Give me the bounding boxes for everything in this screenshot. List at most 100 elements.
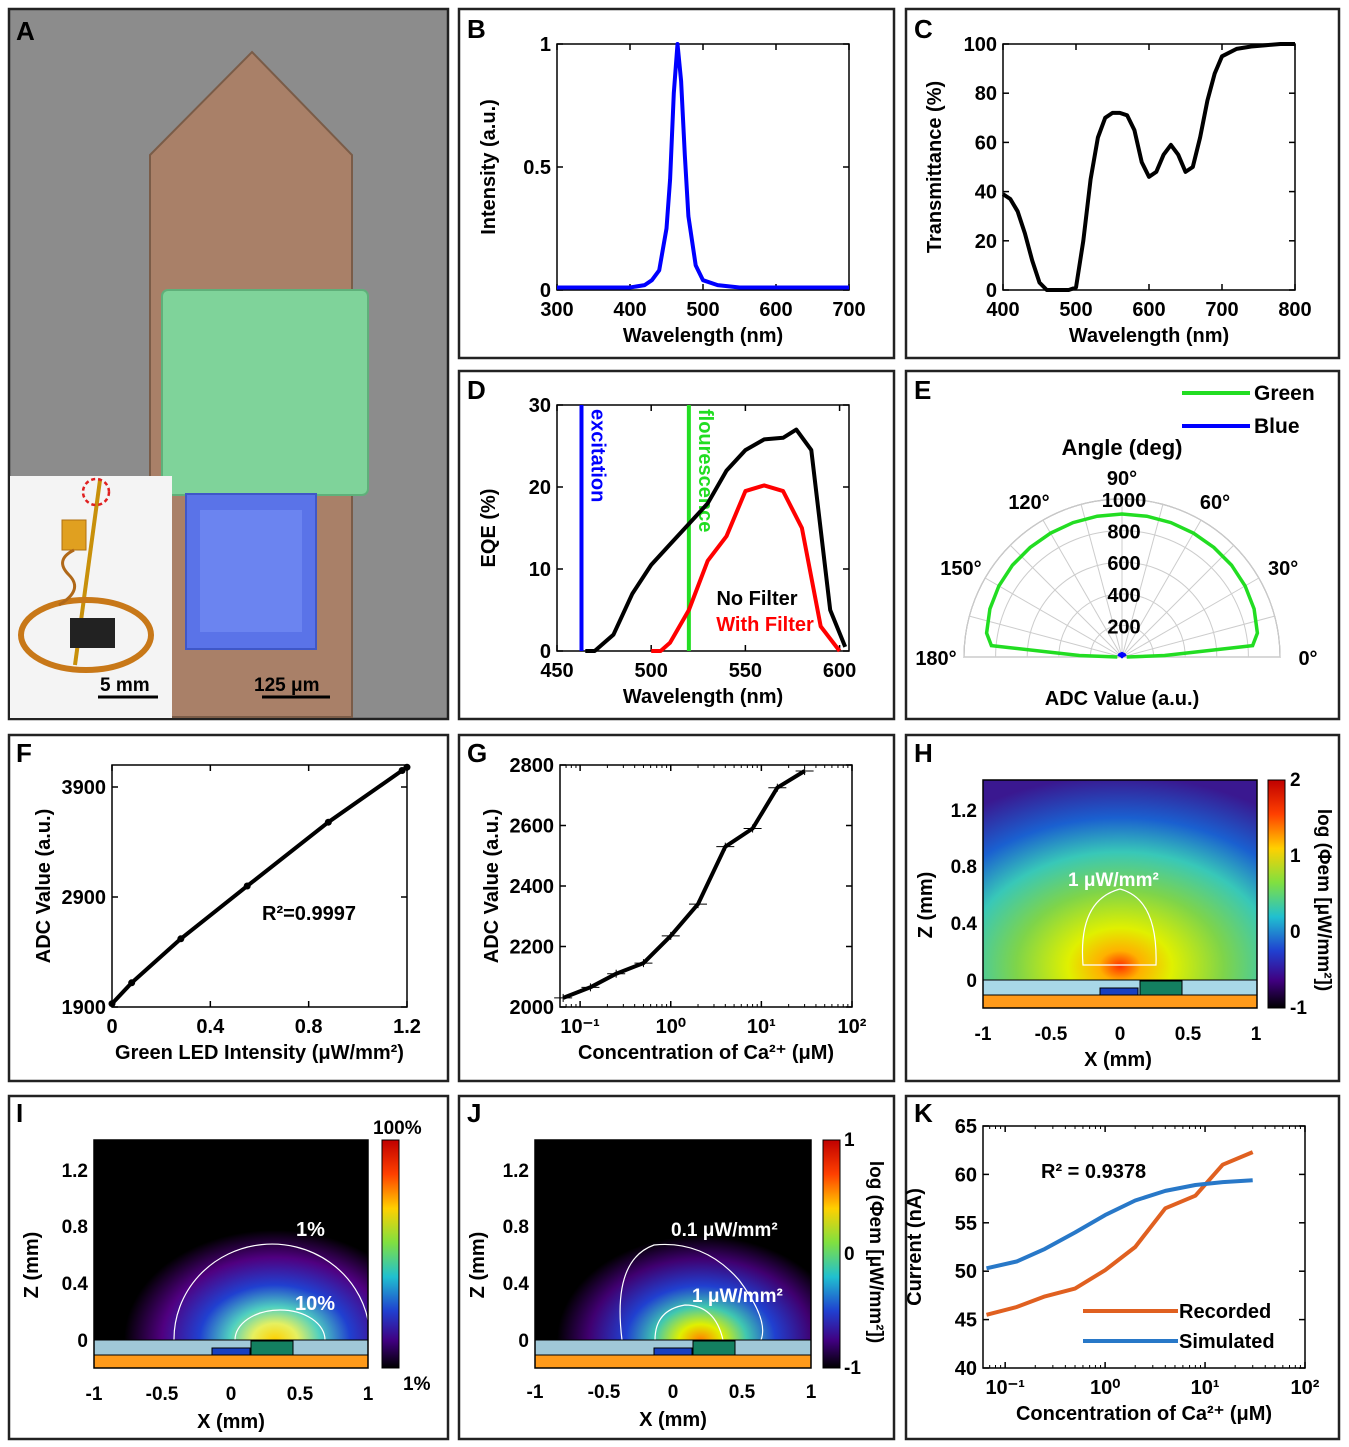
h-xtick: -0.5 (1035, 1024, 1068, 1045)
x-tick-label: 500 (635, 660, 668, 682)
inset-chip (70, 618, 115, 648)
j-substrate-layer (534, 1354, 812, 1369)
h-cbar-tick: 0 (1290, 922, 1301, 943)
radial-tick-label: 400 (1107, 585, 1140, 607)
i-xtick: 0 (226, 1384, 237, 1405)
data-point (128, 979, 136, 987)
radial-tick-label: 600 (1107, 553, 1140, 575)
panel-label: C (914, 14, 933, 44)
y-tick-label: 40 (975, 182, 997, 204)
panel-label: D (467, 375, 486, 405)
panel-i-label: I (16, 1098, 23, 1128)
legend-label: Simulated (1179, 1331, 1275, 1353)
j-xtick: 0.5 (729, 1382, 756, 1403)
x-tick-label: 0.4 (196, 1016, 225, 1038)
polar-grid-spoke (1009, 544, 1123, 658)
j-xtick: -0.5 (588, 1382, 621, 1403)
x-tick-label: 500 (1059, 299, 1092, 321)
x-tick-label: 10¹ (747, 1016, 776, 1038)
panel-label: B (467, 14, 486, 44)
inset-scale-label: 5 mm (100, 675, 150, 696)
polar-grid-spoke (1121, 544, 1235, 658)
panel-j-label: J (467, 1098, 481, 1128)
y-tick-label: 2900 (62, 887, 107, 909)
j-xtick: -1 (527, 1382, 544, 1403)
i-xtick: 0.5 (287, 1384, 314, 1405)
y-tick-label: 2200 (510, 937, 555, 959)
h-green-led (1139, 980, 1183, 996)
data-point (398, 767, 406, 774)
data-point (177, 935, 185, 943)
y-tick-label: 20 (975, 231, 997, 253)
h-contour-label: 1 μW/mm² (1068, 870, 1159, 891)
h-ytick: 0 (966, 971, 977, 992)
y-tick-label: 2800 (510, 755, 555, 777)
h-xlabel: X (mm) (1084, 1049, 1152, 1071)
polar-grid-spoke (1121, 615, 1275, 658)
inset-serpentine (58, 548, 77, 607)
i-blue-led (211, 1347, 251, 1356)
i-xticks: -1 -0.5 0 0.5 1 (86, 1384, 374, 1405)
h-colorbar-ticks: 2 1 0 -1 (1290, 770, 1307, 1019)
panel-k-frame (904, 1094, 1341, 1441)
y-axis-label: Intensity (a.u.) (478, 99, 500, 235)
inset-photo (10, 476, 172, 718)
y-tick-label: 1900 (62, 997, 107, 1019)
x-axis-label: Wavelength (nm) (623, 325, 783, 347)
y-axis-label: Transmittance (%) (924, 81, 946, 253)
j-yticks: 1.2 0.8 0.4 0 (503, 1161, 530, 1352)
i-contour-10 (234, 1309, 326, 1341)
x-tick-label: 10⁰ (656, 1016, 686, 1038)
j-heatmap (535, 1140, 811, 1340)
x-tick-label: 550 (729, 660, 762, 682)
x-tick-label: 10⁻¹ (560, 1016, 600, 1038)
h-yticks: 1.2 0.8 0.4 0 (951, 801, 978, 992)
polar-grid-spoke (1121, 577, 1260, 658)
y-tick-label: 60 (955, 1164, 977, 1186)
h-ytick: 0.8 (951, 857, 977, 878)
j-colorbar (822, 1139, 841, 1369)
polar-grid-spoke (1042, 519, 1123, 658)
y-axis-label: Current (nA) (904, 1188, 926, 1306)
x-tick-label: 0.8 (295, 1016, 323, 1038)
i-xlabel: X (mm) (197, 1411, 265, 1433)
panel-label: E (914, 375, 931, 405)
x-tick-label: 10⁻¹ (985, 1377, 1025, 1399)
legend-label: Green (1254, 382, 1315, 405)
plot-area (111, 764, 408, 1008)
i-ylabel: Z (mm) (21, 1232, 43, 1299)
x-tick-label: 500 (686, 299, 719, 321)
i-ytick: 0.8 (62, 1217, 88, 1238)
x-tick-label: 1.2 (393, 1016, 421, 1038)
h-xtick: 0.5 (1175, 1024, 1202, 1045)
i-heatmap (94, 1140, 368, 1340)
series-line (986, 1178, 1253, 1271)
j-contour-1 (654, 1304, 724, 1341)
angle-tick-label: 120° (1008, 492, 1049, 514)
data-point (243, 882, 251, 890)
y-tick-label: 2000 (510, 997, 555, 1019)
panel-f-frame (7, 733, 450, 1083)
h-cbar-tick: 2 (1290, 770, 1301, 791)
r-squared-annotation: R²=0.9997 (262, 903, 356, 925)
i-contour-label: 10% (295, 1293, 335, 1315)
h-axes (982, 779, 1258, 1009)
x-axis-label: Green LED Intensity (μW/mm²) (115, 1042, 404, 1064)
j-ylabel: Z (mm) (467, 1232, 489, 1299)
i-axes (93, 1139, 369, 1369)
blue-led-inner (200, 510, 302, 632)
series-line (557, 42, 849, 290)
j-ytick: 0 (518, 1331, 529, 1352)
h-substrate-layer (982, 994, 1258, 1009)
i-xtick: -1 (86, 1384, 103, 1405)
r-squared-annotation: R² = 0.9378 (1041, 1161, 1146, 1183)
j-xlabel: X (mm) (639, 1409, 707, 1431)
i-yticks: 1.2 0.8 0.4 0 (62, 1161, 89, 1352)
i-contour-label: 1% (296, 1219, 325, 1241)
x-tick-label: 450 (540, 660, 573, 682)
chart-k: K 10⁻¹ 10⁰ 10¹ 10² 40 45 50 55 60 65 Concentration … (904, 1098, 1320, 1425)
h-xtick: 0 (1115, 1024, 1126, 1045)
x-axis-label: Concentration of Ca²⁺ (μM) (1016, 1403, 1272, 1425)
